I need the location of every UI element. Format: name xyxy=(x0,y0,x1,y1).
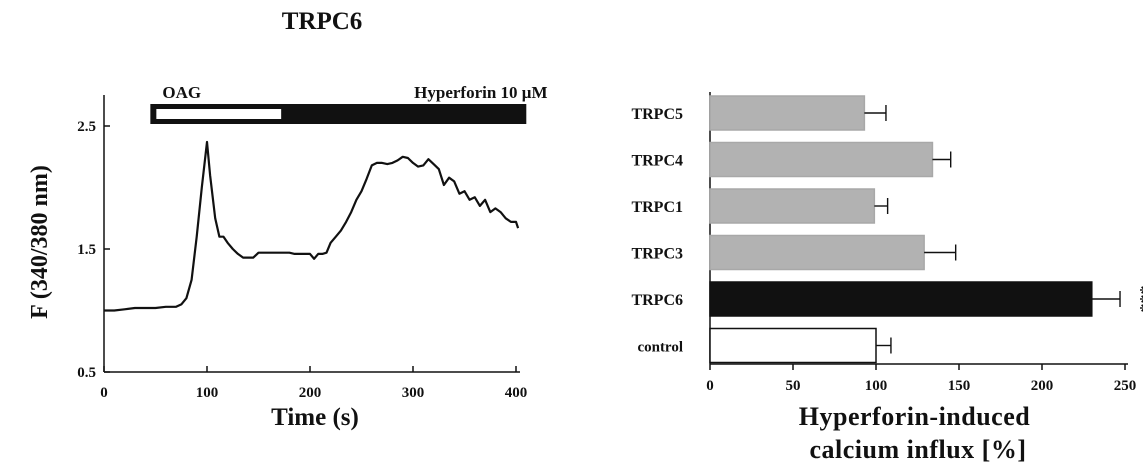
treatment-label-hyperforin: Hyperforin 10 μM xyxy=(414,83,547,102)
category-label: TRPC6 xyxy=(631,292,683,309)
category-label: TRPC5 xyxy=(631,106,683,123)
bar-category-labels: TRPC5 TRPC4 TRPC1 TRPC3 TRPC6 control xyxy=(631,106,683,356)
treatment-bar-oag xyxy=(156,109,282,119)
y-tick-label: 2.5 xyxy=(77,119,96,135)
bar-chart-x-label-line1: Hyperforin-induced xyxy=(799,402,1030,431)
category-label: control xyxy=(637,340,683,356)
x-tick-label: 50 xyxy=(786,378,801,394)
x-tick-label: 250 xyxy=(1114,378,1137,394)
bar-control xyxy=(709,327,877,364)
x-tick-label: 200 xyxy=(299,385,322,401)
bar-chart-x-label-line2: calcium influx [%] xyxy=(810,435,1027,464)
x-tick-label: 200 xyxy=(1031,378,1054,394)
y-tick-label: 0.5 xyxy=(77,365,96,381)
x-tick-label: 400 xyxy=(505,385,528,401)
y-tick-label: 1.5 xyxy=(77,242,96,258)
bar-trpc1 xyxy=(709,188,876,224)
x-tick-label: 300 xyxy=(402,385,425,401)
x-tick-label: 100 xyxy=(196,385,219,401)
line-chart-x-label: Time (s) xyxy=(271,404,359,431)
x-tick-label: 150 xyxy=(948,378,971,394)
x-tick-label: 0 xyxy=(706,378,714,394)
line-chart-y-ticks: 0.5 1.5 2.5 xyxy=(77,119,110,381)
bar-chart-x-ticks: 0 50 100 150 200 250 xyxy=(706,364,1136,394)
line-chart-y-label: F (340/380 nm) xyxy=(27,165,53,319)
bar-chart: *** TRPC5 TRPC4 TRPC1 TRPC3 TRPC6 control 0 50… xyxy=(631,92,1143,464)
treatment-label-oag: OAG xyxy=(162,83,201,102)
x-tick-label: 0 xyxy=(100,385,108,401)
significance-marker: *** xyxy=(1131,286,1143,313)
fluorescence-trace xyxy=(104,140,520,312)
bar-series: *** xyxy=(709,95,1143,364)
treatment-bars: OAG Hyperforin 10 μM xyxy=(150,83,548,124)
bar-trpc3 xyxy=(709,234,925,271)
category-label: TRPC3 xyxy=(631,246,683,263)
bar-trpc4 xyxy=(709,141,934,178)
bar-trpc6 xyxy=(709,281,1093,317)
line-chart-x-ticks: 0 100 200 300 400 xyxy=(100,366,527,401)
line-chart: TRPC6 OAG Hyperforin 10 μM 0.5 1.5 2.5 0 100… xyxy=(27,8,548,431)
category-label: TRPC1 xyxy=(631,199,683,216)
bar-trpc5 xyxy=(709,95,866,131)
category-label: TRPC4 xyxy=(631,153,683,170)
x-tick-label: 100 xyxy=(865,378,888,394)
line-chart-title: TRPC6 xyxy=(282,8,363,35)
bar-chart-x-label: Hyperforin-induced calcium influx [%] xyxy=(799,402,1037,464)
